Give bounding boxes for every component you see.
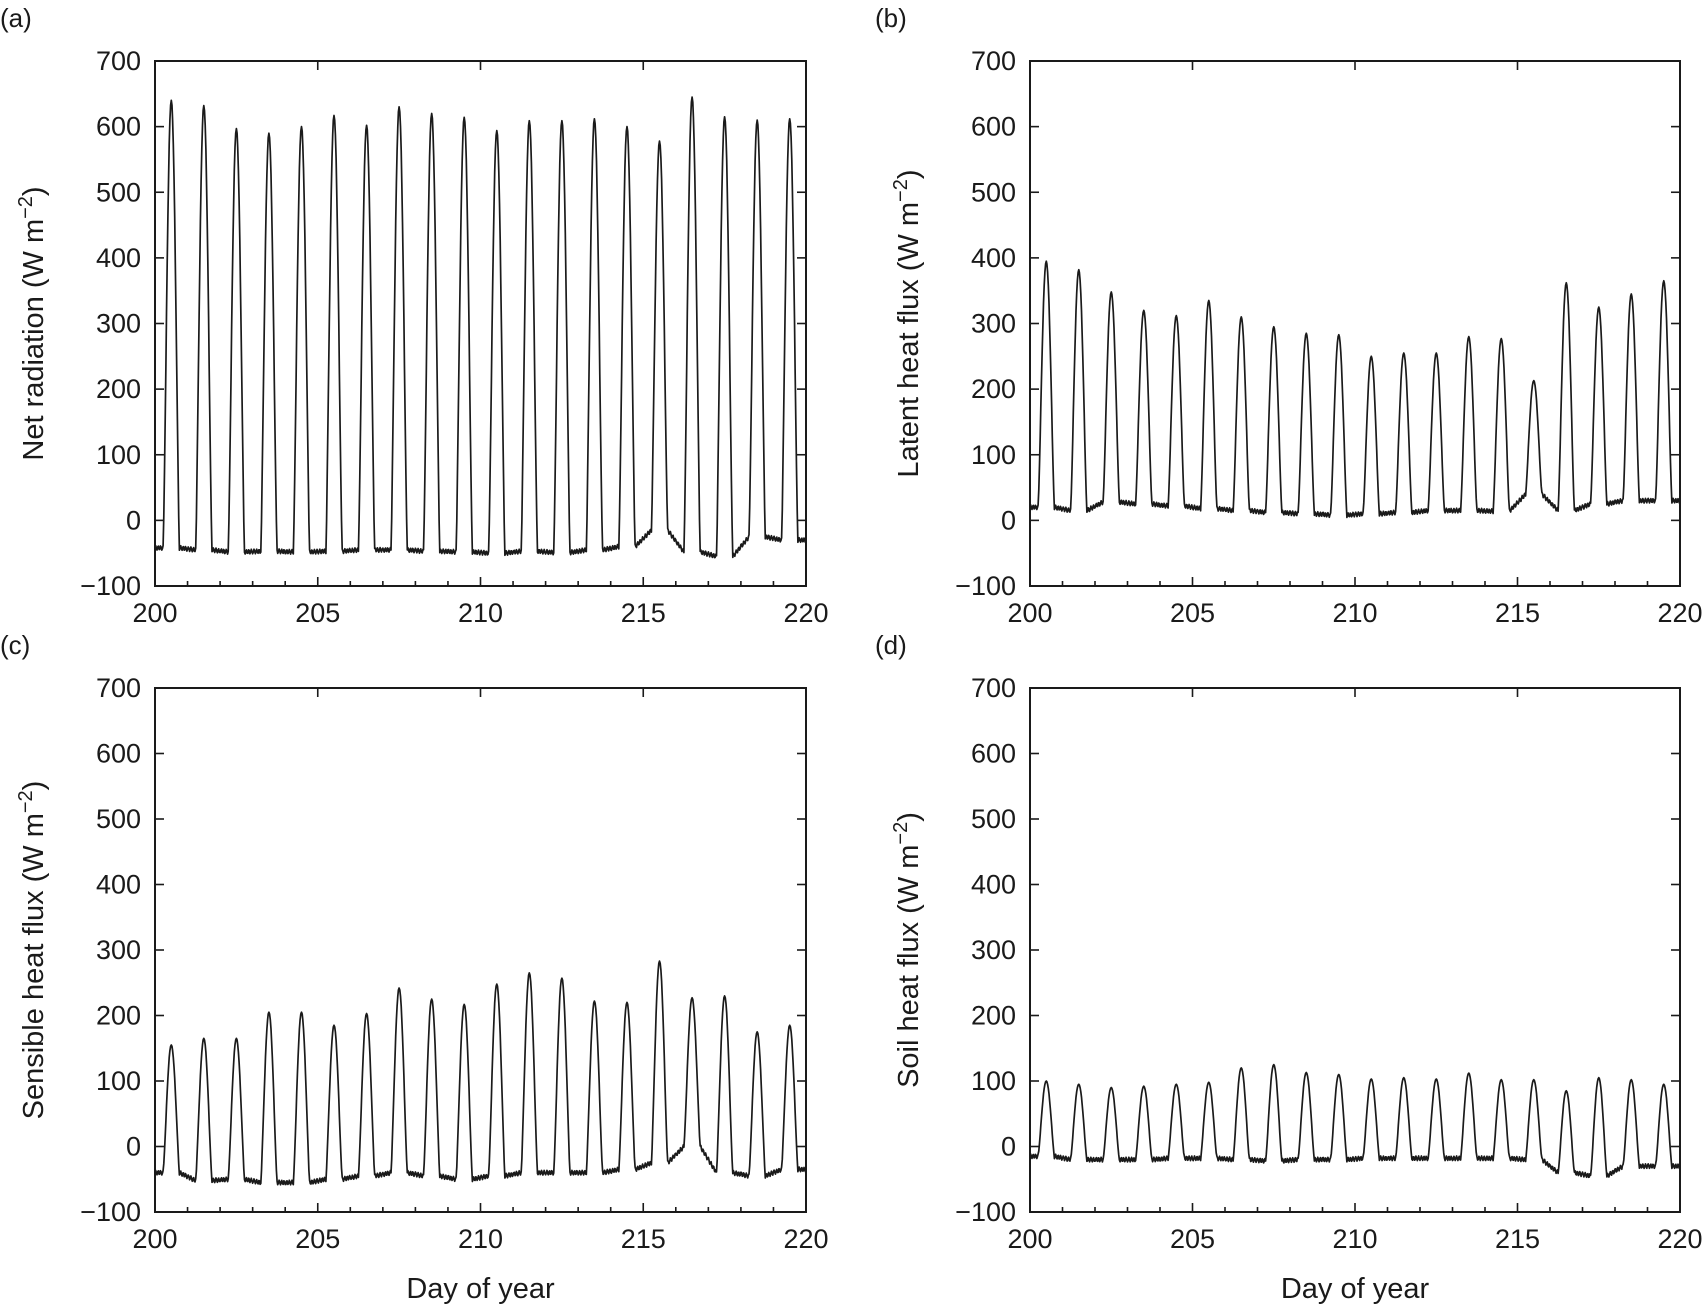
y-tick-label: 0: [1001, 505, 1016, 535]
panel-c: −100 0 100 200 300 400 500 600 700 200 205 210 215 22…: [0, 630, 829, 1305]
x-tick-label: 215: [621, 598, 666, 628]
plot-frame: [154, 687, 807, 1213]
panel-label: (b): [875, 3, 907, 33]
x-tick-label: 215: [621, 1224, 666, 1254]
x-tick-label: 210: [458, 598, 503, 628]
y-tick-label: 300: [971, 309, 1016, 339]
y-tick-label: 300: [96, 309, 141, 339]
x-tick-label: 205: [295, 598, 340, 628]
y-axis-label: Net radiation (W m−2): [15, 186, 50, 460]
x-tick-label: 220: [783, 1224, 828, 1254]
y-tick-label: 400: [96, 243, 141, 273]
y-tick-label: 300: [971, 935, 1016, 965]
y-tick-label: 700: [96, 46, 141, 76]
y-tick-label: −100: [80, 1197, 141, 1227]
y-tick-label: 400: [971, 870, 1016, 900]
y-tick-label: 200: [971, 374, 1016, 404]
y-tick-label: −100: [80, 571, 141, 601]
y-tick-label: 700: [971, 673, 1016, 703]
y-axis-label: Latent heat flux (W m−2): [890, 169, 925, 477]
y-tick-label: 100: [971, 1066, 1016, 1096]
y-tick-label: 200: [96, 374, 141, 404]
x-tick-label: 210: [1332, 598, 1377, 628]
y-tick-label: 400: [971, 243, 1016, 273]
y-tick-label: 0: [126, 505, 141, 535]
x-tick-label: 210: [458, 1224, 503, 1254]
y-tick-label: 200: [96, 1001, 141, 1031]
panel-b: −100 0 100 200 300 400 500 600 700 200 205 210 215 22…: [875, 3, 1703, 628]
y-tick-label: −100: [955, 571, 1016, 601]
x-tick-label: 200: [132, 598, 177, 628]
x-tick-label: 205: [1170, 598, 1215, 628]
y-axis-label: Soil heat flux (W m−2): [890, 812, 925, 1088]
y-tick-label: 500: [971, 804, 1016, 834]
panel-label: (a): [0, 3, 32, 33]
x-tick-label: 205: [295, 1224, 340, 1254]
x-tick-label: 215: [1495, 598, 1540, 628]
y-tick-label: 100: [96, 1066, 141, 1096]
panel-a: −100 0 100 200 300 400 500 600 700 200 205 210 215 22…: [0, 3, 829, 628]
y-tick-label: 500: [96, 804, 141, 834]
y-axis-label: Sensible heat flux (W m−2): [15, 781, 50, 1120]
y-tick-label: 700: [96, 673, 141, 703]
y-tick-label: 600: [96, 739, 141, 769]
x-axis-label: Day of year: [406, 1273, 555, 1305]
series-line-0: [1029, 1063, 1681, 1179]
plot-frame: [154, 60, 807, 587]
x-tick-label: 210: [1332, 1224, 1377, 1254]
series-line-0: [1029, 260, 1681, 519]
y-tick-label: 700: [971, 46, 1016, 76]
y-tick-label: 100: [971, 440, 1016, 470]
x-tick-label: 220: [783, 598, 828, 628]
y-tick-label: 500: [96, 177, 141, 207]
panel-label: (d): [875, 630, 907, 660]
y-tick-label: 0: [126, 1132, 141, 1162]
panel-d: −100 0 100 200 300 400 500 600 700 200 205 210 215 22…: [875, 630, 1703, 1305]
y-tick-label: 300: [96, 935, 141, 965]
x-tick-label: 215: [1495, 1224, 1540, 1254]
x-tick-label: 220: [1657, 598, 1702, 628]
x-tick-label: 200: [132, 1224, 177, 1254]
series-line-0: [154, 960, 807, 1186]
y-tick-label: 200: [971, 1001, 1016, 1031]
y-tick-label: 100: [96, 440, 141, 470]
y-tick-label: −100: [955, 1197, 1016, 1227]
panel-label: (c): [0, 630, 30, 660]
y-tick-label: 600: [96, 112, 141, 142]
plot-frame: [1029, 687, 1681, 1213]
x-axis-label: Day of year: [1281, 1273, 1430, 1305]
series-line-0: [154, 96, 807, 559]
x-tick-label: 205: [1170, 1224, 1215, 1254]
y-tick-label: 400: [96, 870, 141, 900]
x-tick-label: 220: [1657, 1224, 1702, 1254]
y-tick-label: 0: [1001, 1132, 1016, 1162]
y-tick-label: 600: [971, 112, 1016, 142]
x-tick-label: 200: [1007, 1224, 1052, 1254]
y-tick-label: 600: [971, 739, 1016, 769]
x-tick-label: 200: [1007, 598, 1052, 628]
y-tick-label: 500: [971, 177, 1016, 207]
